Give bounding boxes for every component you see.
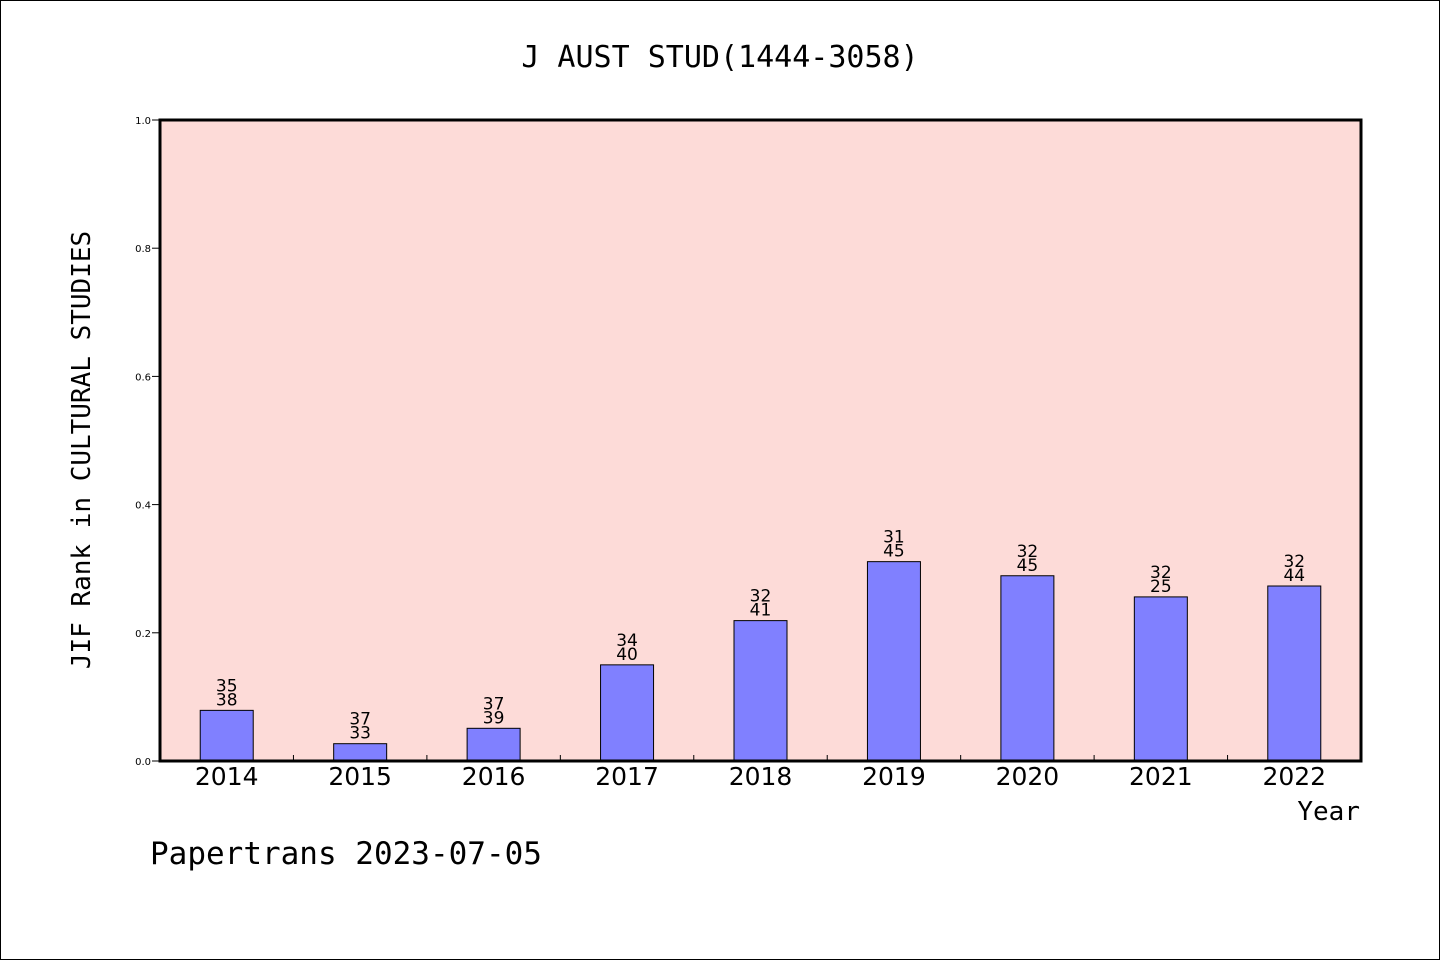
bar-label-top-2016: 37 [483, 694, 505, 714]
bar-2014 [199, 709, 254, 762]
bar-label-top-2020: 32 [1017, 542, 1039, 562]
bar-2020 [1000, 575, 1055, 762]
bar-label-bottom-2014: 38 [216, 690, 238, 710]
y-tick-label: 0.0 [135, 757, 151, 768]
bar-label-bottom-2016: 39 [483, 708, 505, 728]
x-tick-label-2021: 2021 [1129, 762, 1193, 791]
y-axis-ticks: 0.0 0.2 0.4 0.6 0.8 1.0 [135, 116, 160, 768]
y-tick-label: 0.2 [135, 629, 151, 640]
x-tick-label-2016: 2016 [462, 762, 526, 791]
y-tick-label: 0.6 [135, 372, 151, 383]
y-axis-label: JIF Rank in CULTURAL STUDIES [67, 231, 97, 669]
x-tick-label-2019: 2019 [862, 762, 926, 791]
bars-group [199, 561, 1322, 762]
bar-2016 [466, 727, 521, 762]
y-tick-label: 0.4 [135, 501, 151, 512]
bar-label-bottom-2020: 45 [1017, 556, 1039, 576]
bar-label-top-2021: 32 [1150, 563, 1172, 583]
footer-credit: Papertrans 2023-07-05 [150, 836, 542, 872]
bar-label-top-2017: 34 [616, 631, 638, 651]
bar-label-top-2018: 32 [750, 587, 772, 607]
y-tick-label: 1.0 [135, 116, 151, 127]
x-tick-label-2022: 2022 [1262, 762, 1326, 791]
chart-title: J AUST STUD(1444-3058) [521, 40, 918, 75]
bar-label-bottom-2017: 40 [616, 645, 638, 665]
bar-2015 [333, 743, 388, 762]
bar-2022 [1267, 585, 1322, 762]
x-tick-label-2020: 2020 [996, 762, 1060, 791]
x-tick-label-2017: 2017 [595, 762, 659, 791]
bar-label-bottom-2019: 45 [883, 542, 905, 562]
bar-label-bottom-2018: 41 [750, 601, 772, 621]
bar-2018 [733, 620, 788, 762]
bar-2019 [866, 561, 921, 762]
bar-label-bottom-2022: 44 [1283, 566, 1305, 586]
bar-label-top-2015: 37 [349, 710, 371, 730]
x-tick-label-2015: 2015 [328, 762, 392, 791]
bar-label-bottom-2021: 25 [1150, 577, 1172, 597]
x-axis-label: Year [1297, 797, 1360, 827]
bar-2021 [1133, 596, 1188, 762]
y-tick-label: 0.8 [135, 244, 151, 255]
x-tick-label-2018: 2018 [729, 762, 793, 791]
x-tick-label-2014: 2014 [195, 762, 259, 791]
bar-label-top-2014: 35 [216, 676, 238, 696]
bar-label-top-2019: 31 [883, 528, 905, 548]
plot-border [158, 118, 1363, 763]
x-axis-ticks: 2014 2015 2016 2017 2018 2019 2020 2021 2022 [195, 755, 1326, 791]
bar-2017 [600, 664, 655, 762]
bar-label-bottom-2015: 33 [349, 724, 371, 744]
bar-label-top-2022: 32 [1283, 552, 1305, 572]
